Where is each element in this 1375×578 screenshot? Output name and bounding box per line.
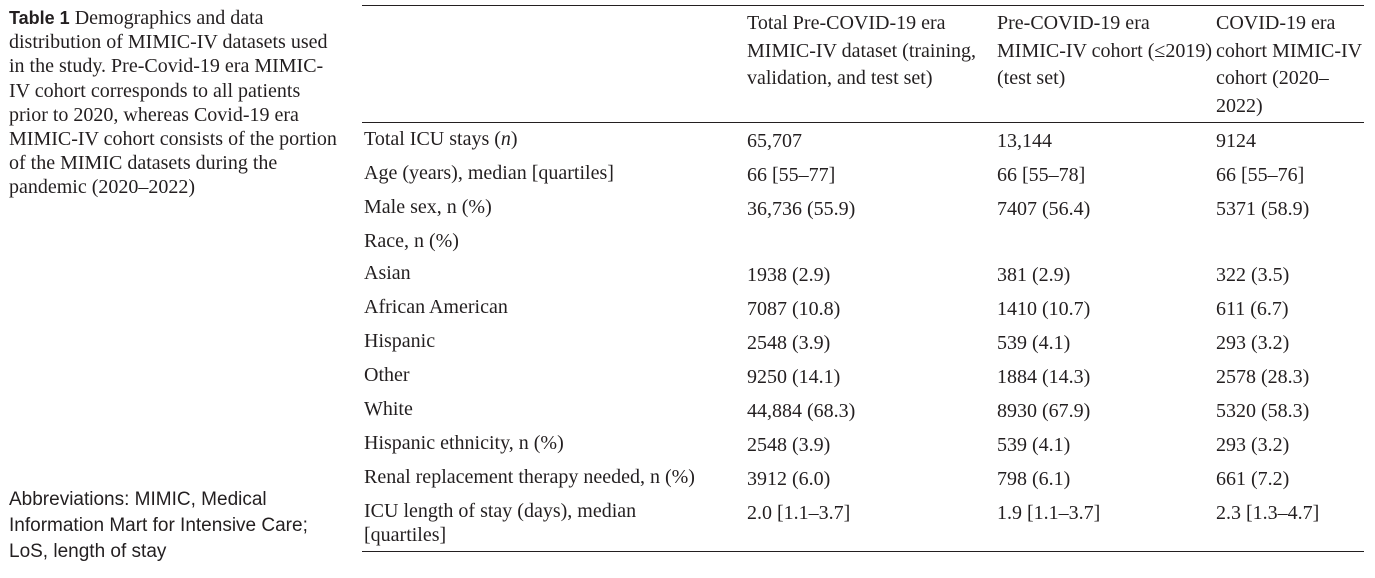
table-cell: 13,144 xyxy=(997,130,1052,152)
row-label: Other xyxy=(364,364,410,386)
table-row: Other 9250 (14.1) 1884 (14.3) 2578 (28.3) xyxy=(362,359,1364,393)
table-cell: 2.3 [1.3–4.7] xyxy=(1216,502,1320,524)
table-cell: 798 (6.1) xyxy=(997,468,1071,490)
table-cell: 293 (3.2) xyxy=(1216,434,1290,456)
table-cell: 7407 (56.4) xyxy=(997,198,1091,220)
row-label: Hispanic ethnicity, n (%) xyxy=(364,432,564,454)
table-cell xyxy=(1214,225,1364,257)
row-label: Total ICU stays (n) xyxy=(364,128,518,150)
header-cell-blank xyxy=(362,6,745,123)
table-cell: 2548 (3.9) xyxy=(747,332,831,354)
table-cell: 1938 (2.9) xyxy=(747,264,831,286)
table-cell: 293 (3.2) xyxy=(1216,332,1290,354)
table-cell: 1410 (10.7) xyxy=(997,298,1091,320)
table-row: Renal replacement therapy needed, n (%) 3… xyxy=(362,461,1364,495)
row-label: Renal replacement therapy needed, n (%) xyxy=(364,466,695,488)
table-row: ICU length of stay (days), median [quart… xyxy=(362,495,1364,552)
row-label: Hispanic xyxy=(364,330,436,352)
table-cell: 539 (4.1) xyxy=(997,332,1071,354)
table-container: Total Pre-COVID-19 era MIMIC-IV dataset … xyxy=(362,5,1364,552)
table-row: Hispanic 2548 (3.9) 539 (4.1) 293 (3.2) xyxy=(362,325,1364,359)
header-cell-total-pre-covid: Total Pre-COVID-19 era MIMIC-IV dataset … xyxy=(747,12,977,89)
data-table: Total Pre-COVID-19 era MIMIC-IV dataset … xyxy=(362,5,1364,552)
abbreviations-note: Abbreviations: MIMIC, Medical Informatio… xyxy=(9,489,308,562)
table-cell: 611 (6.7) xyxy=(1216,298,1289,320)
header-row: Total Pre-COVID-19 era MIMIC-IV dataset … xyxy=(362,5,1364,123)
table-row: Hispanic ethnicity, n (%) 2548 (3.9) 539 (… xyxy=(362,427,1364,461)
row-label: Race, n (%) xyxy=(364,230,459,252)
table-row: Total ICU stays (n) 65,707 13,144 9124 xyxy=(362,123,1364,158)
table-cell: 65,707 xyxy=(747,130,802,152)
row-label: White xyxy=(364,398,413,420)
table-cell: 661 (7.2) xyxy=(1216,468,1290,490)
header-cell-pre-covid-cohort: Pre-COVID-19 era MIMIC-IV cohort (≤2019)… xyxy=(997,12,1213,89)
caption-label: Table 1 xyxy=(9,8,70,28)
row-label: African American xyxy=(364,296,508,318)
table-cell: 66 [55–77] xyxy=(747,164,836,186)
table-cell: 8930 (67.9) xyxy=(997,400,1091,422)
header-cell-covid-cohort: COVID-19 era cohort MIMIC-IV cohort (202… xyxy=(1216,12,1362,117)
table-body: Total ICU stays (n) 65,707 13,144 9124 Age (… xyxy=(362,123,1364,552)
table-cell: 5371 (58.9) xyxy=(1216,198,1310,220)
table-cell: 381 (2.9) xyxy=(997,264,1071,286)
table-cell: 5320 (58.3) xyxy=(1216,400,1310,422)
table-cell: 9250 (14.1) xyxy=(747,366,841,388)
table-cell: 66 [55–78] xyxy=(997,164,1086,186)
row-label: Male sex, n (%) xyxy=(364,196,492,218)
table-caption: Table 1 Demographics and data distributi… xyxy=(9,6,339,200)
row-label: ICU length of stay (days), median [quart… xyxy=(364,500,637,546)
table-cell xyxy=(745,225,995,257)
table-cell: 7087 (10.8) xyxy=(747,298,841,320)
table-cell: 1.9 [1.1–3.7] xyxy=(997,502,1101,524)
table-row: African American 7087 (10.8) 1410 (10.7) 61… xyxy=(362,291,1364,325)
row-label: Age (years), median [quartiles] xyxy=(364,162,614,184)
table-cell: 44,884 (68.3) xyxy=(747,400,856,422)
table-row: White 44,884 (68.3) 8930 (67.9) 5320 (58.3) xyxy=(362,393,1364,427)
table-row: Age (years), median [quartiles] 66 [55–77… xyxy=(362,157,1364,191)
table-cell: 2548 (3.9) xyxy=(747,434,831,456)
table-row: Asian 1938 (2.9) 381 (2.9) 322 (3.5) xyxy=(362,257,1364,291)
table-cell: 66 [55–76] xyxy=(1216,164,1305,186)
italic-n: n xyxy=(500,128,511,150)
table-cell: 322 (3.5) xyxy=(1216,264,1290,286)
table-cell: 2578 (28.3) xyxy=(1216,366,1310,388)
table-cell: 1884 (14.3) xyxy=(997,366,1091,388)
table-cell: 9124 xyxy=(1216,130,1256,152)
caption-text: Demographics and data distribution of MI… xyxy=(9,7,337,199)
table-cell: 2.0 [1.1–3.7] xyxy=(747,502,851,524)
table-row: Race, n (%) xyxy=(362,225,1364,257)
row-label: Asian xyxy=(364,262,411,284)
table-cell: 3912 (6.0) xyxy=(747,468,831,490)
table-row: Male sex, n (%) 36,736 (55.9) 7407 (56.4) 5… xyxy=(362,191,1364,225)
table-cell xyxy=(995,225,1214,257)
table-cell: 539 (4.1) xyxy=(997,434,1071,456)
table-cell: 36,736 (55.9) xyxy=(747,198,856,220)
